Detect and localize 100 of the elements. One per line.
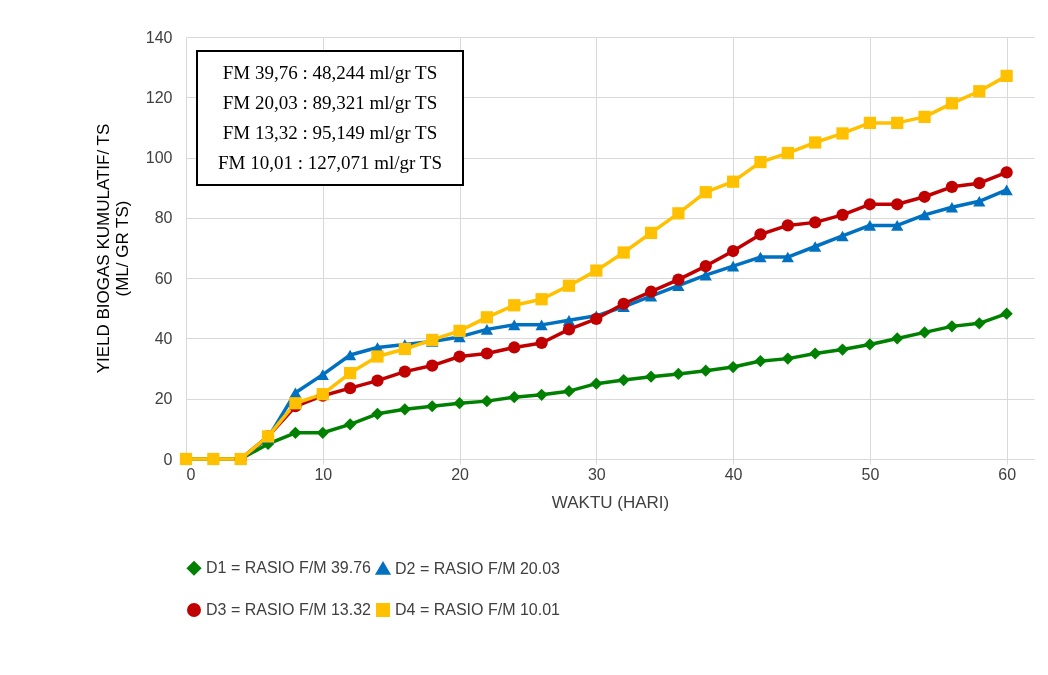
y-tick-label: 100 <box>145 149 173 167</box>
point <box>562 323 576 336</box>
point <box>480 347 494 360</box>
point <box>754 228 767 241</box>
y-tick-label: 120 <box>145 88 173 106</box>
point <box>535 336 548 350</box>
point <box>398 342 411 356</box>
point <box>726 244 740 258</box>
point <box>398 365 411 378</box>
point <box>617 373 630 387</box>
point <box>672 367 685 381</box>
point <box>1000 184 1013 196</box>
point <box>562 385 576 398</box>
point <box>535 319 548 331</box>
point <box>590 264 603 277</box>
point <box>863 198 876 211</box>
point <box>945 180 959 193</box>
point <box>726 260 740 272</box>
point <box>1000 69 1013 83</box>
point <box>809 347 822 360</box>
point <box>918 110 931 123</box>
y-axis-title: YIELD BIOGAS KUMULATIF/ TS (ML/ GR TS) <box>93 123 132 374</box>
point <box>1000 307 1013 320</box>
point <box>754 251 767 263</box>
point <box>781 146 794 160</box>
point <box>781 251 794 263</box>
x-tick-label: 30 <box>587 465 606 483</box>
y-tick-label: 20 <box>154 390 173 408</box>
legend-label: D1 = RASIO F/M 39.76 <box>206 559 372 577</box>
point <box>891 198 904 211</box>
point <box>891 332 904 345</box>
point <box>973 195 986 207</box>
point <box>344 349 357 361</box>
point <box>945 320 959 333</box>
point <box>945 97 959 110</box>
y-tick-label: 0 <box>163 450 173 468</box>
point <box>508 319 521 331</box>
annotation: FM 10,01 : 127,071 ml/gr TS <box>218 151 442 175</box>
point <box>508 341 521 354</box>
point <box>371 407 384 420</box>
point <box>371 350 384 363</box>
point <box>453 324 466 338</box>
point <box>289 426 302 439</box>
point <box>699 186 712 199</box>
point <box>891 220 904 231</box>
point <box>644 370 658 383</box>
x-tick-label: 10 <box>314 465 333 483</box>
point <box>781 219 794 232</box>
point <box>617 297 630 310</box>
point <box>644 285 658 298</box>
point <box>617 246 630 259</box>
point <box>699 364 712 377</box>
point <box>809 241 822 252</box>
point <box>781 352 794 365</box>
point <box>699 259 712 273</box>
point <box>973 85 986 98</box>
y-tick-label: 80 <box>154 209 173 227</box>
point <box>426 400 439 413</box>
point <box>918 209 931 221</box>
point <box>754 354 767 368</box>
point <box>726 175 740 188</box>
point <box>863 338 876 351</box>
legend-label: D2 = RASIO F/M 20.03 <box>395 559 561 577</box>
point <box>863 116 876 130</box>
point <box>480 311 494 324</box>
point <box>1000 166 1013 179</box>
x-tick-label: 40 <box>724 465 743 483</box>
point <box>918 190 931 203</box>
point <box>562 279 576 292</box>
point <box>973 177 986 190</box>
point <box>836 208 849 221</box>
x-tick-label: 20 <box>451 465 470 483</box>
y-tick-label: 140 <box>145 28 173 46</box>
y-tick-label: 40 <box>154 329 173 347</box>
point <box>863 220 876 231</box>
point <box>836 230 849 242</box>
annotation: FM 39,76 : 48,244 ml/gr TS <box>221 61 439 85</box>
point <box>371 374 384 387</box>
point <box>453 397 466 410</box>
point <box>945 202 959 213</box>
point <box>508 391 521 404</box>
point <box>344 382 357 395</box>
point <box>344 366 357 380</box>
point <box>590 377 603 390</box>
x-tick-label: 50 <box>861 465 880 483</box>
point <box>453 350 466 363</box>
annotation: FM 20,03 : 89,321 ml/gr TS <box>221 91 439 115</box>
point <box>672 207 685 220</box>
point <box>809 216 822 229</box>
x-axis-title: WAKTU (HARI) <box>551 492 670 512</box>
point <box>480 324 494 335</box>
point <box>891 116 904 130</box>
x-tick-label: 60 <box>998 465 1017 483</box>
point <box>672 273 685 286</box>
point <box>426 359 439 372</box>
point <box>535 293 548 306</box>
y-tick-label: 60 <box>154 269 173 287</box>
point <box>754 155 767 169</box>
point <box>398 403 411 416</box>
legend-label: D3 = RASIO F/M 13.32 <box>206 601 372 618</box>
